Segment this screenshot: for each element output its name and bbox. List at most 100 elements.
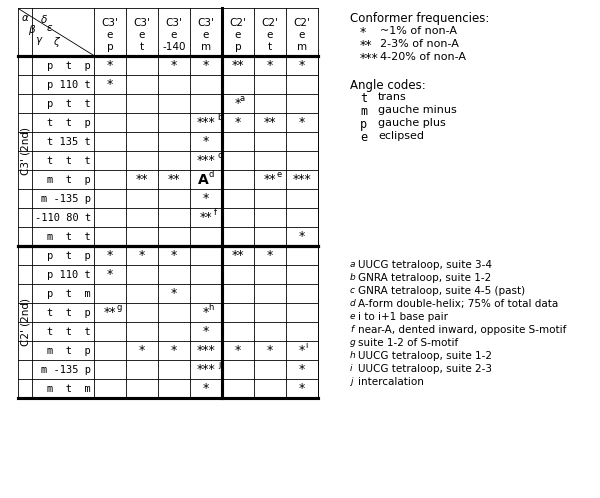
Text: h: h xyxy=(350,351,356,360)
Text: Conformer frequencies:: Conformer frequencies: xyxy=(350,12,490,25)
Text: p: p xyxy=(107,42,113,52)
Text: C3': C3' xyxy=(166,18,182,28)
Text: m: m xyxy=(201,42,211,52)
Text: *: * xyxy=(107,78,113,91)
Text: UUCG tetraloop, suite 2-3: UUCG tetraloop, suite 2-3 xyxy=(358,364,492,374)
Text: **: ** xyxy=(232,249,244,262)
Text: **: ** xyxy=(360,39,373,52)
Text: p: p xyxy=(360,118,367,131)
Text: m: m xyxy=(297,42,307,52)
Text: intercalation: intercalation xyxy=(358,377,424,387)
Text: trans: trans xyxy=(378,92,407,102)
Text: e: e xyxy=(235,30,241,40)
Text: **: ** xyxy=(136,173,148,186)
Text: UUCG tetraloop, suite 3-4: UUCG tetraloop, suite 3-4 xyxy=(358,260,492,270)
Text: *: * xyxy=(267,249,273,262)
Text: i: i xyxy=(305,341,308,350)
Text: c: c xyxy=(350,286,355,295)
Text: e: e xyxy=(360,131,367,144)
Text: f: f xyxy=(350,325,353,334)
Text: e: e xyxy=(350,312,355,321)
Text: f: f xyxy=(214,208,217,217)
Text: 2-3% of non-A: 2-3% of non-A xyxy=(380,39,459,49)
Text: *: * xyxy=(171,249,177,262)
Text: a: a xyxy=(240,94,245,103)
Text: *: * xyxy=(171,59,177,72)
Text: m  t  p: m t p xyxy=(47,346,91,356)
Text: ***: *** xyxy=(197,363,215,376)
Text: *: * xyxy=(299,230,305,243)
Text: $\beta$: $\beta$ xyxy=(28,23,37,37)
Text: ***: *** xyxy=(293,173,311,186)
Text: suite 1-2 of S-motif: suite 1-2 of S-motif xyxy=(358,338,458,348)
Text: b: b xyxy=(217,113,222,122)
Text: h: h xyxy=(208,303,213,312)
Text: *: * xyxy=(235,344,241,357)
Text: p: p xyxy=(235,42,241,52)
Text: e: e xyxy=(267,30,273,40)
Text: t  t  t: t t t xyxy=(47,327,91,337)
Text: GNRA tetraloop, suite 1-2: GNRA tetraloop, suite 1-2 xyxy=(358,273,491,283)
Text: GNRA tetraloop, suite 4-5 (past): GNRA tetraloop, suite 4-5 (past) xyxy=(358,286,525,296)
Text: *: * xyxy=(299,363,305,376)
Text: d: d xyxy=(208,170,214,179)
Text: **: ** xyxy=(264,173,276,186)
Text: **: ** xyxy=(232,59,244,72)
Text: ~1% of non-A: ~1% of non-A xyxy=(380,26,457,36)
Text: A: A xyxy=(197,172,208,186)
Text: gauche plus: gauche plus xyxy=(378,118,446,128)
Text: t: t xyxy=(268,42,272,52)
Text: $\zeta$: $\zeta$ xyxy=(53,35,61,49)
Text: *: * xyxy=(107,268,113,281)
Text: g: g xyxy=(350,338,356,347)
Text: C3': C3' xyxy=(197,18,214,28)
Text: *: * xyxy=(203,382,209,395)
Text: C2': C2' xyxy=(230,18,247,28)
Text: *: * xyxy=(107,59,113,72)
Text: *: * xyxy=(299,116,305,129)
Text: 4-20% of non-A: 4-20% of non-A xyxy=(380,52,466,62)
Text: *: * xyxy=(235,116,241,129)
Text: t 135 t: t 135 t xyxy=(47,136,91,146)
Text: m -135 p: m -135 p xyxy=(41,365,91,374)
Text: C3' (2nd): C3' (2nd) xyxy=(20,127,30,175)
Text: g: g xyxy=(116,303,122,312)
Text: C3': C3' xyxy=(134,18,151,28)
Text: Angle codes:: Angle codes: xyxy=(350,79,426,92)
Text: **: ** xyxy=(168,173,180,186)
Text: e: e xyxy=(299,30,305,40)
Text: C3': C3' xyxy=(101,18,118,28)
Text: *: * xyxy=(203,135,209,148)
Text: e: e xyxy=(203,30,209,40)
Text: *: * xyxy=(171,287,177,300)
Text: m -135 p: m -135 p xyxy=(41,194,91,204)
Text: C2': C2' xyxy=(262,18,278,28)
Text: **: ** xyxy=(200,211,212,224)
Text: i to i+1 base pair: i to i+1 base pair xyxy=(358,312,448,322)
Text: m  t  m: m t m xyxy=(47,383,91,393)
Text: t: t xyxy=(140,42,144,52)
Text: *: * xyxy=(299,382,305,395)
Text: p  t  p: p t p xyxy=(47,60,91,71)
Text: gauche minus: gauche minus xyxy=(378,105,457,115)
Text: ***: *** xyxy=(197,116,215,129)
Text: *: * xyxy=(267,59,273,72)
Text: eclipsed: eclipsed xyxy=(378,131,424,141)
Text: a: a xyxy=(350,260,355,269)
Text: *: * xyxy=(139,249,145,262)
Text: e: e xyxy=(171,30,177,40)
Text: p  t  m: p t m xyxy=(47,288,91,298)
Text: *: * xyxy=(235,97,241,110)
Text: *: * xyxy=(203,192,209,205)
Text: *: * xyxy=(203,306,209,319)
Text: *: * xyxy=(203,325,209,338)
Text: ***: *** xyxy=(197,154,215,167)
Text: $\gamma$: $\gamma$ xyxy=(35,35,44,47)
Text: e: e xyxy=(107,30,113,40)
Text: *: * xyxy=(267,344,273,357)
Text: -140: -140 xyxy=(162,42,186,52)
Text: i: i xyxy=(350,364,353,373)
Text: $\delta$: $\delta$ xyxy=(40,13,48,25)
Text: ***: *** xyxy=(360,52,379,65)
Text: p 110 t: p 110 t xyxy=(47,80,91,90)
